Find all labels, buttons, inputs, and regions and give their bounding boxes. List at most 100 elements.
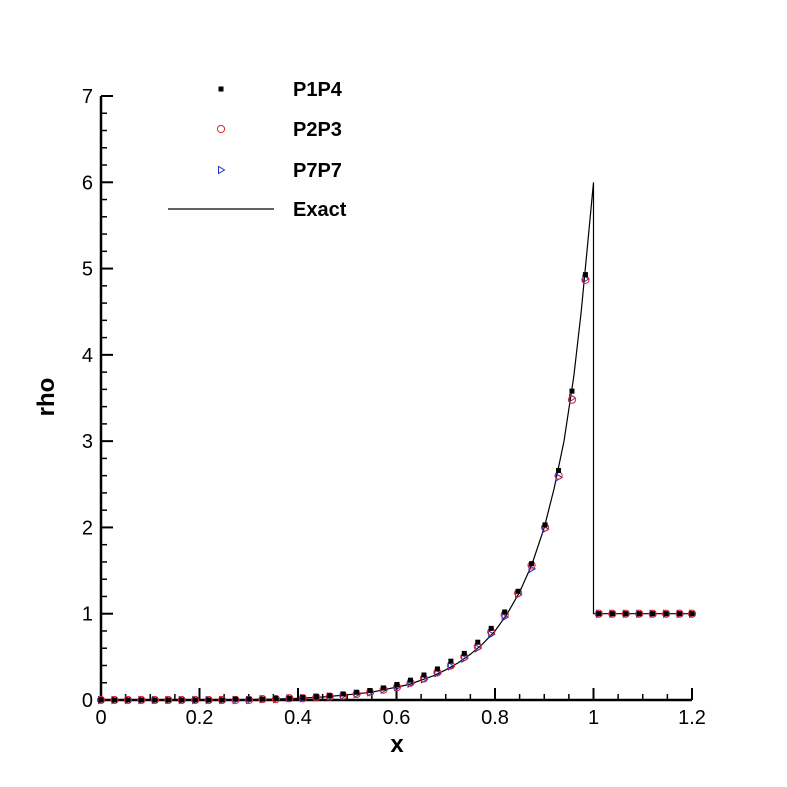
data-point-p7p7 [447,661,456,671]
data-point-p1p4 [313,694,319,700]
data-point-p1p4 [179,697,185,703]
data-point-p2p3 [271,695,281,704]
data-point-p1p4 [488,625,494,631]
data-point-p1p4 [381,685,387,691]
data-point-p2p3 [594,609,603,618]
data-point-p2p3 [244,695,254,705]
x-tick-label: 0.2 [186,707,214,729]
y-tick-label: 3 [82,431,93,453]
data-point-p2p3 [675,609,684,618]
data-point-p1p4 [192,697,198,703]
series-p7p7 [98,274,697,705]
data-point-p1p4 [689,611,695,617]
y-axis-label: rho [33,378,60,417]
data-point-p2p3 [687,609,697,618]
x-tick-label: 0.4 [284,707,312,729]
data-point-p2p3 [258,695,267,704]
x-tick-label: 0.6 [383,707,411,729]
y-tick-label: 4 [82,345,93,367]
x-tick-label: 1 [588,707,599,729]
x-axis-label: x [390,731,404,758]
data-point-p1p4 [623,611,629,617]
data-point-p2p3 [621,609,630,618]
data-point-p1p4 [529,561,535,567]
data-point-p2p3 [312,693,321,702]
data-point-p1p4 [111,697,117,703]
data-point-p1p4 [502,609,508,615]
legend: P1P4 P2P3 P7P7 Exact [168,79,347,221]
data-point-p2p3 [177,695,186,705]
data-point-p2p3 [635,609,644,618]
legend-label-p1p4: P1P4 [293,79,343,101]
data-point-p1p4 [152,697,158,703]
data-point-p2p3 [191,695,200,705]
legend-label-p7p7: P7P7 [293,160,342,182]
data-point-p1p4 [340,691,346,697]
data-point-p2p3 [164,695,173,705]
data-point-p7p7 [434,668,442,678]
legend-label-p2p3: P2P3 [293,119,342,141]
y-tick-label: 7 [82,86,93,108]
data-point-p1p4 [327,693,333,699]
data-point-p2p3 [285,694,294,703]
legend-marker-p7p7 [218,165,226,175]
data-point-p1p4 [394,681,400,687]
x-tick-label: 1.2 [678,707,706,729]
data-point-p7p7 [582,274,590,284]
data-point-p1p4 [448,658,454,664]
data-point-p1p4 [475,639,481,645]
data-point-p1p4 [300,694,306,700]
data-point-p1p4 [286,695,292,701]
exact-solution-line [101,182,692,701]
legend-marker-p2p3 [216,124,226,134]
data-point-p2p3 [608,609,617,618]
y-tick-label: 6 [82,172,93,194]
data-point-p2p3 [231,695,240,705]
data-point-p2p3 [648,609,657,618]
data-point-p1p4 [273,695,279,701]
exact-line-layer [101,182,692,701]
data-point-p1p4 [206,697,212,703]
data-point-p1p4 [125,697,131,703]
data-point-p1p4 [609,611,615,617]
data-point-p1p4 [556,467,562,473]
data-point-p1p4 [421,672,427,678]
data-point-p1p4 [650,611,656,617]
data-point-p2p3 [662,609,671,618]
data-point-p2p3 [325,692,334,701]
legend-marker-p1p4 [218,86,224,92]
data-point-p1p4 [219,697,225,703]
data-point-p2p3 [204,695,213,705]
data-point-p1p4 [515,588,521,594]
data-point-p2p3 [218,695,227,705]
data-point-p1p4 [582,272,588,278]
data-point-p1p4 [98,697,104,703]
data-point-p1p4 [138,697,144,703]
x-tick-label: 0.8 [481,707,509,729]
data-point-p2p3 [110,695,119,705]
data-point-p7p7 [528,564,537,574]
data-point-p1p4 [233,696,239,702]
series-p2p3 [96,275,697,705]
data-point-p1p4 [596,611,602,617]
data-point-p1p4 [569,388,575,394]
data-point-p1p4 [542,522,548,528]
data-point-p1p4 [407,677,413,683]
y-tick-label: 5 [82,259,93,281]
legend-label-exact: Exact [293,199,347,221]
data-point-p1p4 [367,688,373,694]
data-point-p1p4 [259,696,265,702]
data-point-p1p4 [434,666,440,672]
y-tick-label: 2 [82,517,93,539]
series-p1p4 [98,272,695,703]
data-point-p2p3 [298,694,307,703]
data-point-p2p3 [123,695,132,705]
x-tick-label: 0 [95,707,106,729]
data-point-p1p4 [246,696,252,702]
axes: 0 0.2 0.4 0.6 0.8 1 1.2 0 1 2 3 4 5 6 7 [82,86,706,729]
data-point-p1p4 [677,611,683,617]
marker-layer [96,272,697,705]
data-point-p1p4 [165,697,171,703]
data-point-p1p4 [354,689,360,695]
